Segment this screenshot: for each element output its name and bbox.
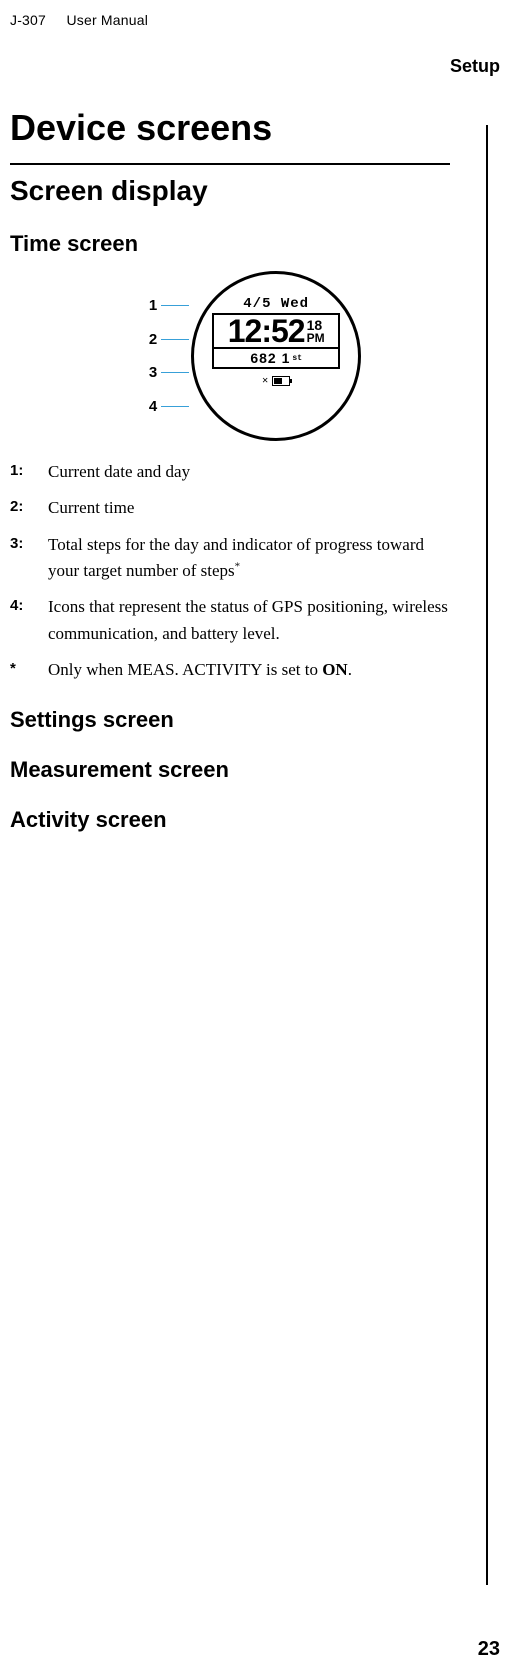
watch-time: 12:52 bbox=[228, 315, 305, 347]
callout-3: 3 bbox=[149, 364, 157, 381]
model-id: J-307 bbox=[10, 12, 46, 28]
watch-seconds: 18 bbox=[307, 318, 325, 332]
battery-icon bbox=[272, 376, 290, 386]
watch-time-box: 12:52 18 PM bbox=[212, 313, 340, 349]
leader-line bbox=[161, 339, 189, 340]
watch-face: 4/5 Wed 12:52 18 PM 682 1 st ✕ bbox=[191, 271, 361, 441]
def-key-ast: * bbox=[10, 657, 48, 680]
section-label: Setup bbox=[10, 56, 500, 77]
watch-steps: 682 1 bbox=[250, 350, 290, 366]
screen-display-heading: Screen display bbox=[10, 175, 500, 207]
def-val-4: Icons that represent the status of GPS p… bbox=[48, 594, 450, 647]
settings-screen-heading: Settings screen bbox=[10, 707, 500, 733]
time-screen-figure: 1 2 3 4 4/5 Wed 12:52 18 PM 682 1 st bbox=[10, 271, 500, 441]
def-val-2: Current time bbox=[48, 495, 134, 521]
leader-line bbox=[161, 305, 189, 306]
leader-line bbox=[161, 406, 189, 407]
measurement-screen-heading: Measurement screen bbox=[10, 757, 500, 783]
def-key-1: 1: bbox=[10, 459, 48, 482]
def-val-ast: Only when MEAS. ACTIVITY is set to ON. bbox=[48, 657, 352, 683]
title-rule bbox=[10, 163, 450, 165]
callout-1: 1 bbox=[149, 297, 157, 314]
def-key-2: 2: bbox=[10, 495, 48, 518]
time-screen-heading: Time screen bbox=[10, 231, 500, 257]
page-number: 23 bbox=[478, 1638, 500, 1661]
page-title: Device screens bbox=[10, 107, 500, 149]
callout-column: 1 2 3 4 bbox=[149, 297, 189, 415]
leader-line bbox=[161, 372, 189, 373]
callout-4: 4 bbox=[149, 398, 157, 415]
activity-screen-heading: Activity screen bbox=[10, 807, 500, 833]
vertical-rule bbox=[486, 125, 488, 1585]
manual-label: User Manual bbox=[66, 12, 148, 28]
watch-status-icons: ✕ bbox=[212, 375, 340, 387]
def-val-1: Current date and day bbox=[48, 459, 190, 485]
watch-ampm: PM bbox=[307, 332, 325, 344]
watch-steps-box: 682 1 st bbox=[212, 349, 340, 369]
callout-2: 2 bbox=[149, 331, 157, 348]
doc-header: J-307 User Manual bbox=[10, 12, 500, 28]
def-key-3: 3: bbox=[10, 532, 48, 555]
def-key-4: 4: bbox=[10, 594, 48, 617]
watch-step-unit: st bbox=[292, 354, 302, 363]
def-val-3: Total steps for the day and indicator of… bbox=[48, 532, 450, 585]
gps-icon: ✕ bbox=[262, 375, 268, 387]
watch-date: 4/5 Wed bbox=[212, 296, 340, 312]
definitions-list: 1: Current date and day 2: Current time … bbox=[10, 459, 450, 683]
